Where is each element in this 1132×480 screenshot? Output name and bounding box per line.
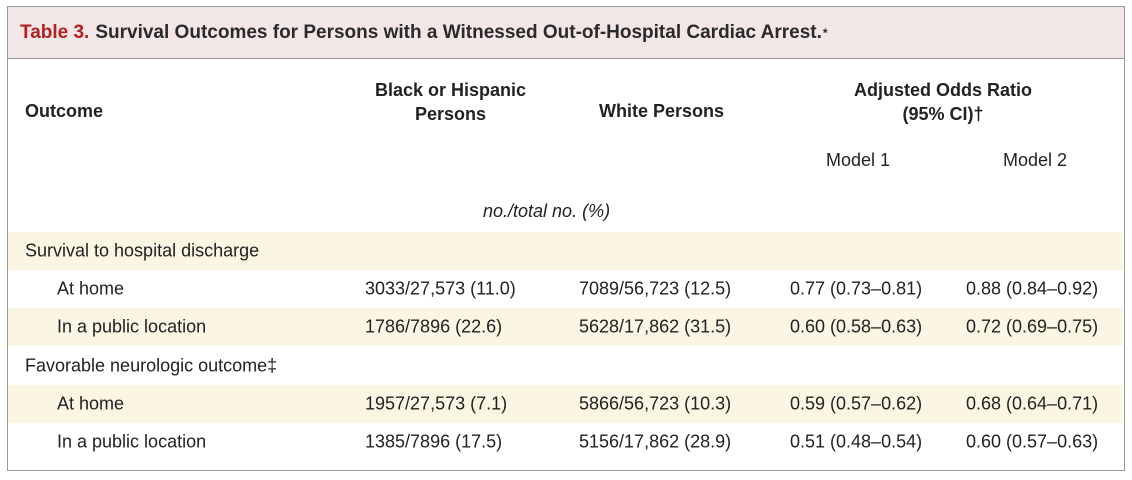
cell-model-2: 0.60 (0.57–0.63) [966,431,1099,452]
header-model-1: Model 1 [826,150,891,170]
row-label: At home [57,278,125,299]
cell-model-1: 0.60 (0.58–0.63) [790,316,923,337]
table-row: At home 1957/27,573 (7.1) 5866/56,723 (1… [8,385,1123,423]
header-adjusted-odds-ratio: Adjusted Odds Ratio (95% CI)† [853,80,1032,124]
section-label: Survival to hospital discharge [25,240,260,261]
table-header: Outcome Black or Hispanic Persons White … [8,59,1124,237]
section-label: Favorable neurologic outcome‡ [25,355,278,376]
title-footnote-mark: * [822,25,828,40]
cell-group-b: 5156/17,862 (28.9) [579,431,732,452]
cell-group-b: 7089/56,723 (12.5) [579,278,732,299]
cell-model-1: 0.77 (0.73–0.81) [790,278,923,299]
header-units: no./total no. (%) [483,201,611,221]
cell-group-a: 3033/27,573 (11.0) [365,278,516,299]
table-row: In a public location 1385/7896 (17.5) 51… [8,423,1123,461]
row-label: In a public location [57,316,207,337]
cell-group-b: 5628/17,862 (31.5) [579,316,732,337]
cell-group-a: 1786/7896 (22.6) [365,316,503,337]
row-label: In a public location [57,431,207,452]
table-row: In a public location 1786/7896 (22.6) 56… [8,308,1123,346]
cell-model-1: 0.59 (0.57–0.62) [790,393,923,414]
table-title: Survival Outcomes for Persons with a Wit… [95,21,822,43]
section-row: Favorable neurologic outcome‡ [8,347,1123,385]
cell-model-2: 0.72 (0.69–0.75) [966,316,1099,337]
cell-model-1: 0.51 (0.48–0.54) [790,431,923,452]
aor-footnote-mark: † [973,104,984,124]
header-group-b: White Persons [599,101,725,121]
cell-model-2: 0.88 (0.84–0.92) [966,278,1099,299]
table-frame: Table 3. Survival Outcomes for Persons w… [7,6,1125,471]
header-outcome: Outcome [25,101,104,121]
header-group-a: Black or Hispanic Persons [374,80,527,124]
cell-group-a: 1957/27,573 (7.1) [365,393,508,414]
table-row: At home 3033/27,573 (11.0) 7089/56,723 (… [8,270,1123,308]
cell-model-2: 0.68 (0.64–0.71) [966,393,1099,414]
table-title-bar: Table 3. Survival Outcomes for Persons w… [8,7,1124,59]
cell-group-a: 1385/7896 (17.5) [365,431,503,452]
cell-group-b: 5866/56,723 (10.3) [579,393,732,414]
header-model-2: Model 2 [1003,150,1068,170]
row-label: At home [57,393,125,414]
table-number: Table 3. [20,21,90,43]
section-row: Survival to hospital discharge [8,232,1123,270]
